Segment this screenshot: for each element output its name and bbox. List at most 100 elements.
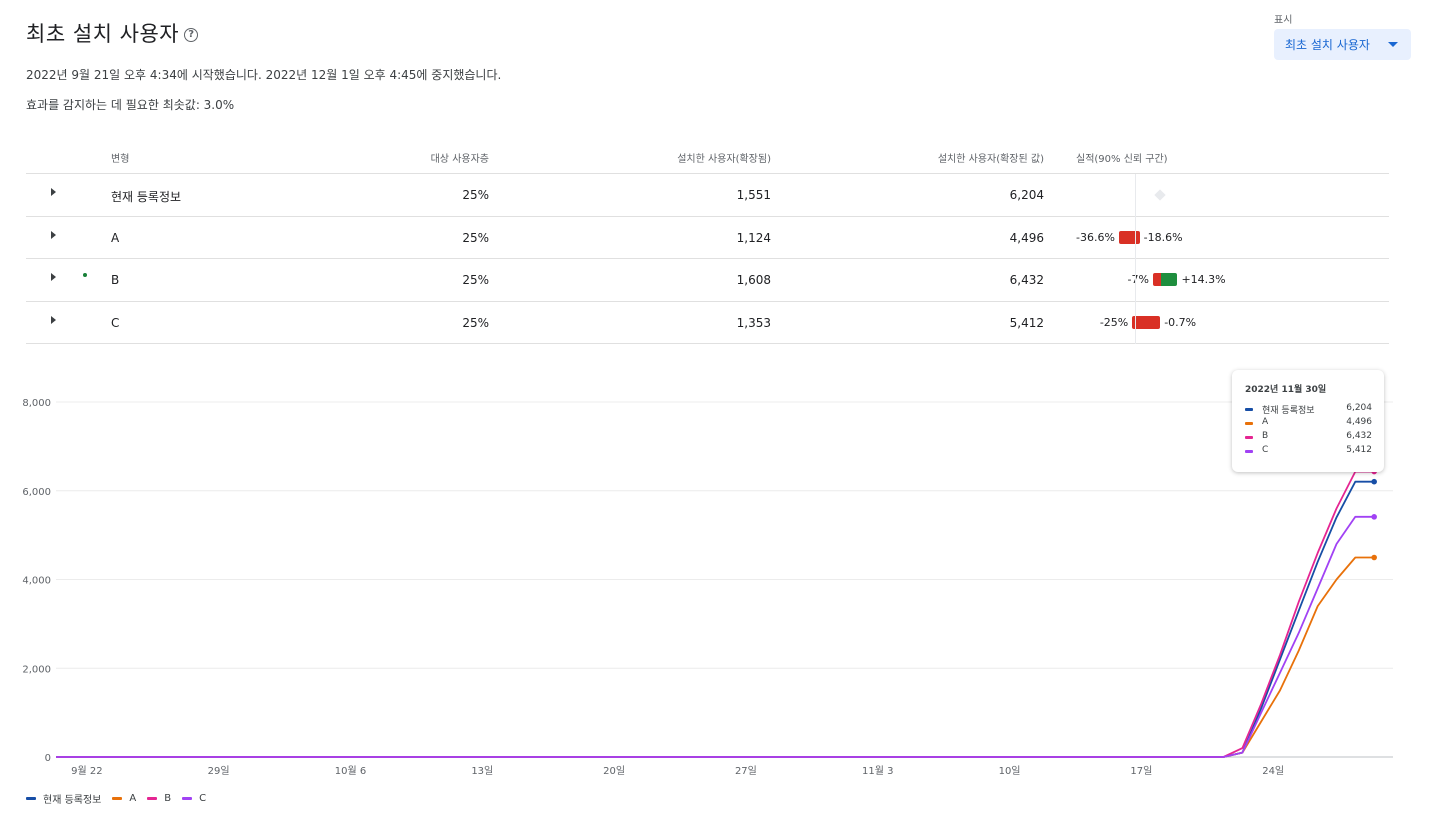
installs-cell: 1,353: [736, 315, 771, 330]
y-tick-label: 2,000: [22, 664, 51, 675]
tooltip-series-name: 현재 등록정보: [1262, 406, 1315, 416]
x-tick-label: 9월 22: [71, 765, 102, 777]
variant-name: A: [111, 230, 120, 245]
legend-item-a[interactable]: A: [112, 791, 136, 806]
x-tick-label: 17일: [1130, 765, 1152, 777]
series-line: [56, 515, 1375, 758]
series-line: [56, 470, 1375, 758]
tooltip-swatch: [1245, 422, 1253, 425]
series-end-point: [1371, 478, 1377, 485]
table-row[interactable]: A 25% 1,124 4,496 -36.6% -18.6%: [26, 217, 1389, 259]
x-tick-label: 10일: [999, 765, 1021, 777]
y-tick-label: 6,000: [22, 487, 51, 498]
x-axis: 9월 22 29일 10월 6 13일 20일 27일 11월 3 10일 17일 24일: [71, 765, 1284, 777]
tooltip-series-value: 6,432: [1346, 431, 1372, 441]
baseline-marker: [1154, 189, 1166, 201]
expand-icon[interactable]: [51, 273, 56, 281]
y-tick-label: 4,000: [22, 576, 51, 587]
zero-reference-line: [1135, 174, 1136, 344]
tooltip-row: 현재 등록정보 6,204: [1245, 403, 1372, 417]
table-header: 변형 대상 사용자층 설치한 사용자(확장됨) 설치한 사용자(확장된 값) 실…: [26, 138, 1389, 174]
table-row[interactable]: C 25% 1,353 5,412 -25% -0.7%: [26, 302, 1389, 344]
ci-negative-bar: [1132, 315, 1161, 329]
ci-negative-bar: [1152, 273, 1161, 286]
audience-cell: 25%: [462, 273, 489, 287]
x-tick-label: 24일: [1262, 765, 1284, 777]
x-tick-label: 20일: [603, 765, 625, 777]
ci-low-label: -36.6%: [1076, 230, 1115, 244]
tooltip-series-value: 6,204: [1346, 403, 1372, 413]
x-tick-label: 13일: [471, 765, 493, 777]
y-tick-label: 0: [45, 753, 51, 764]
series-end-point: [1371, 514, 1377, 520]
chart-series: [56, 468, 1377, 758]
tooltip-series-value: 5,412: [1346, 445, 1372, 455]
legend-label: B: [164, 793, 172, 804]
page-title: 최초 설치 사용자: [26, 22, 180, 46]
performance-cell: -36.6% -18.6%: [26, 217, 1389, 259]
col-variant: 변형: [111, 154, 130, 165]
tooltip-swatch: [1245, 450, 1253, 453]
audience-cell: 25%: [462, 315, 489, 330]
ci-high-label: +14.3%: [1181, 273, 1226, 286]
legend-label: 현재 등록정보: [43, 795, 102, 806]
installs-scaled-cell: 4,496: [1009, 230, 1044, 245]
table-row[interactable]: 현재 등록정보 25% 1,551 6,204: [26, 174, 1389, 217]
display-dropdown-value: 최초 설치 사용자: [1285, 38, 1370, 52]
series-line: [56, 480, 1375, 758]
tooltip-series-name: C: [1262, 445, 1269, 455]
ci-low-label: -7%: [1127, 273, 1149, 286]
audience-cell: 25%: [462, 230, 489, 245]
legend-swatch: [182, 797, 193, 800]
variant-name: C: [111, 315, 120, 330]
legend-swatch: [26, 797, 36, 800]
legend-item-b[interactable]: B: [147, 791, 171, 806]
ci-negative-bar: [1118, 230, 1140, 244]
tooltip-swatch: [1245, 436, 1253, 439]
legend-item-c[interactable]: C: [182, 791, 206, 806]
chart-grid: [56, 401, 1393, 758]
dropdown-arrow-icon: [1388, 42, 1398, 47]
tooltip-row: C 5,412: [1245, 445, 1372, 459]
help-circle-icon[interactable]: ?: [184, 28, 199, 42]
tooltip-series-name: B: [1262, 431, 1269, 441]
installs-scaled-cell: 6,432: [1009, 273, 1044, 287]
tooltip-series-name: A: [1262, 417, 1269, 427]
col-installs: 설치한 사용자(확장됨): [677, 154, 771, 165]
title-row: 최초 설치 사용자 ?: [26, 18, 199, 48]
expand-icon[interactable]: [51, 315, 56, 324]
y-tick-label: 8,000: [22, 398, 51, 409]
legend-item-current[interactable]: 현재 등록정보: [26, 791, 101, 806]
legend-label: C: [199, 793, 207, 804]
performance-cell: -25% -0.7%: [26, 302, 1389, 344]
minimum-effect-threshold: 효과를 감지하는 데 필요한 최솟값: 3.0%: [26, 98, 235, 112]
x-tick-label: 27일: [735, 765, 757, 777]
expand-icon[interactable]: [51, 230, 56, 239]
installs-cell: 1,124: [736, 230, 771, 245]
col-performance: 실적(90% 신뢰 구간): [1076, 154, 1168, 165]
col-installs-scaled: 설치한 사용자(확장된 값): [937, 154, 1044, 165]
legend-label: A: [129, 793, 137, 804]
chart-tooltip: 2022년 11월 30일 현재 등록정보 6,204 A 4,496 B 6,…: [1232, 370, 1384, 472]
performance-cell: -7% +14.3%: [26, 259, 1389, 301]
tooltip-date: 2022년 11월 30일: [1245, 385, 1327, 395]
tooltip-swatch: [1245, 408, 1253, 411]
y-axis: 0 2,000 4,000 6,000 8,000: [22, 398, 51, 764]
x-tick-label: 11월 3: [862, 765, 893, 777]
display-label: 표시: [1274, 15, 1293, 26]
legend-swatch: [112, 797, 123, 800]
installs-scaled-cell: 5,412: [1009, 315, 1044, 330]
leader-dot-icon: [83, 273, 87, 277]
col-audience: 대상 사용자층: [430, 154, 489, 165]
tooltip-row: A 4,496: [1245, 417, 1372, 431]
table-row[interactable]: B 25% 1,608 6,432 -7% +14.3%: [26, 259, 1389, 302]
installs-cell: 1,551: [736, 188, 771, 202]
display-dropdown[interactable]: 최초 설치 사용자: [1274, 29, 1411, 60]
tooltip-row: B 6,432: [1245, 431, 1372, 445]
expand-icon[interactable]: [51, 188, 56, 196]
installs-cell: 1,608: [736, 273, 771, 287]
ci-low-label: -25%: [1099, 315, 1129, 329]
variants-table: 변형 대상 사용자층 설치한 사용자(확장됨) 설치한 사용자(확장된 값) 실…: [26, 138, 1389, 344]
experiment-dates: 2022년 9월 21일 오후 4:34에 시작했습니다. 2022년 12월 …: [26, 68, 502, 82]
